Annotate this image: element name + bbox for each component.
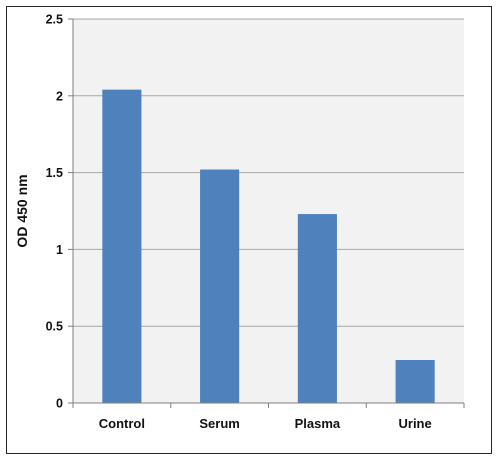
y-axis-title: OD 450 nm xyxy=(14,174,30,247)
bar-series xyxy=(102,89,435,403)
axes xyxy=(68,18,465,408)
bar-control xyxy=(102,89,142,403)
y-tick-label: 2 xyxy=(56,89,63,103)
y-tick-label: 1 xyxy=(56,243,63,257)
bar-plasma xyxy=(297,214,337,403)
y-tick-labels: 0 0.5 1 1.5 2 2.5 xyxy=(46,13,63,411)
y-tick-label: 2.5 xyxy=(46,13,63,27)
y-tick-label: 1.5 xyxy=(46,166,63,180)
x-tick-label-plasma: Plasma xyxy=(295,416,341,431)
y-tick-label: 0.5 xyxy=(46,320,63,334)
bar-serum xyxy=(200,169,240,403)
bar-urine xyxy=(395,359,435,403)
x-tick-label-urine: Urine xyxy=(399,416,432,431)
x-tick-label-control: Control xyxy=(99,416,145,431)
x-tick-labels: Control Serum Plasma Urine xyxy=(99,416,432,431)
y-tick-label: 0 xyxy=(56,397,63,411)
x-tick-label-serum: Serum xyxy=(199,416,239,431)
